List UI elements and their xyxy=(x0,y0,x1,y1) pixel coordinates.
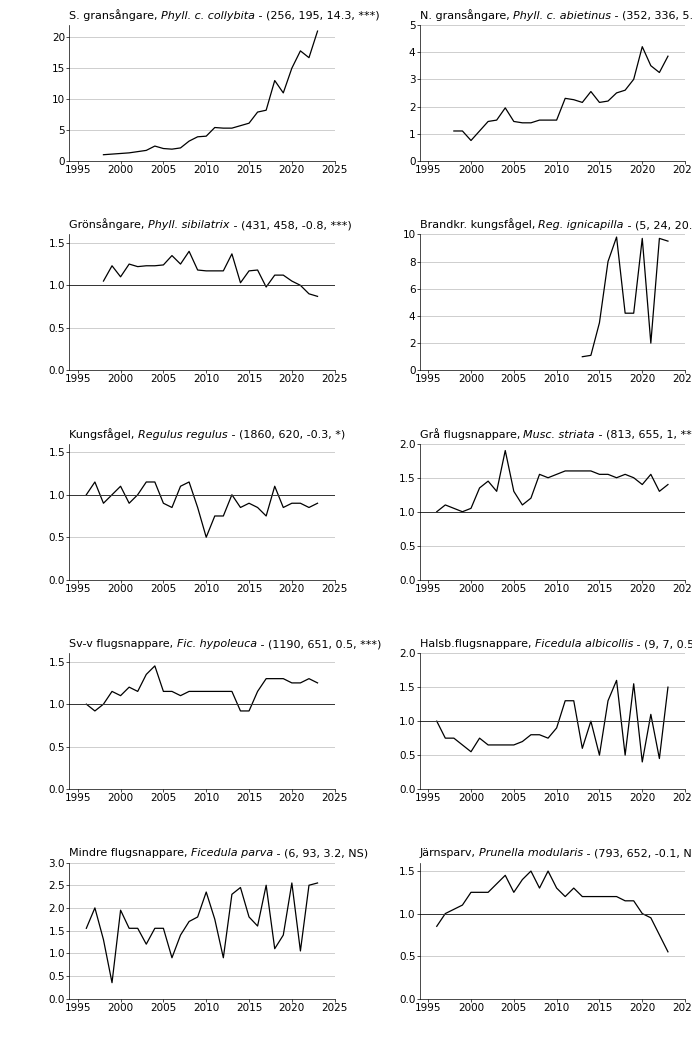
Text: - (9, 7, 0.5, NS): - (9, 7, 0.5, NS) xyxy=(633,639,692,649)
Text: Fic. hypoleuca: Fic. hypoleuca xyxy=(177,639,257,649)
Text: - (813, 655, 1, ***): - (813, 655, 1, ***) xyxy=(595,430,692,440)
Text: Grönsångare,: Grönsångare, xyxy=(69,218,148,230)
Text: - (5, 24, 20.3, *): - (5, 24, 20.3, *) xyxy=(624,220,692,230)
Text: Phyll. c. collybita: Phyll. c. collybita xyxy=(161,10,255,21)
Text: N. gransångare,: N. gransångare, xyxy=(419,9,513,21)
Text: Ficedula parva: Ficedula parva xyxy=(191,848,273,858)
Text: - (6, 93, 3.2, NS): - (6, 93, 3.2, NS) xyxy=(273,848,369,858)
Text: Prunella modularis: Prunella modularis xyxy=(479,848,583,858)
Text: Grå flugsnappare,: Grå flugsnappare, xyxy=(419,428,523,440)
Text: Regulus regulus: Regulus regulus xyxy=(138,430,228,440)
Text: Kungsfågel,: Kungsfågel, xyxy=(69,428,138,440)
Text: Mindre flugsnappare,: Mindre flugsnappare, xyxy=(69,848,191,858)
Text: - (1190, 651, 0.5, ***): - (1190, 651, 0.5, ***) xyxy=(257,639,381,649)
Text: S. gransångare,: S. gransångare, xyxy=(69,9,161,21)
Text: Phyll. sibilatrix: Phyll. sibilatrix xyxy=(148,220,230,230)
Text: Phyll. c. abietinus: Phyll. c. abietinus xyxy=(513,10,611,21)
Text: - (1860, 620, -0.3, *): - (1860, 620, -0.3, *) xyxy=(228,430,345,440)
Text: - (352, 336, 5.6, ***): - (352, 336, 5.6, ***) xyxy=(611,10,692,21)
Text: - (431, 458, -0.8, ***): - (431, 458, -0.8, ***) xyxy=(230,220,352,230)
Text: Reg. ignicapilla: Reg. ignicapilla xyxy=(538,220,624,230)
Text: - (793, 652, -0.1, NS): - (793, 652, -0.1, NS) xyxy=(583,848,692,858)
Text: Ficedula albicollis: Ficedula albicollis xyxy=(535,639,633,649)
Text: Sv-v flugsnappare,: Sv-v flugsnappare, xyxy=(69,639,177,649)
Text: Musc. striata: Musc. striata xyxy=(523,430,595,440)
Text: Brandkr. kungsfågel,: Brandkr. kungsfågel, xyxy=(419,218,538,230)
Text: Halsb.flugsnappare,: Halsb.flugsnappare, xyxy=(419,639,535,649)
Text: - (256, 195, 14.3, ***): - (256, 195, 14.3, ***) xyxy=(255,10,380,21)
Text: Järnsparv,: Järnsparv, xyxy=(419,848,479,858)
